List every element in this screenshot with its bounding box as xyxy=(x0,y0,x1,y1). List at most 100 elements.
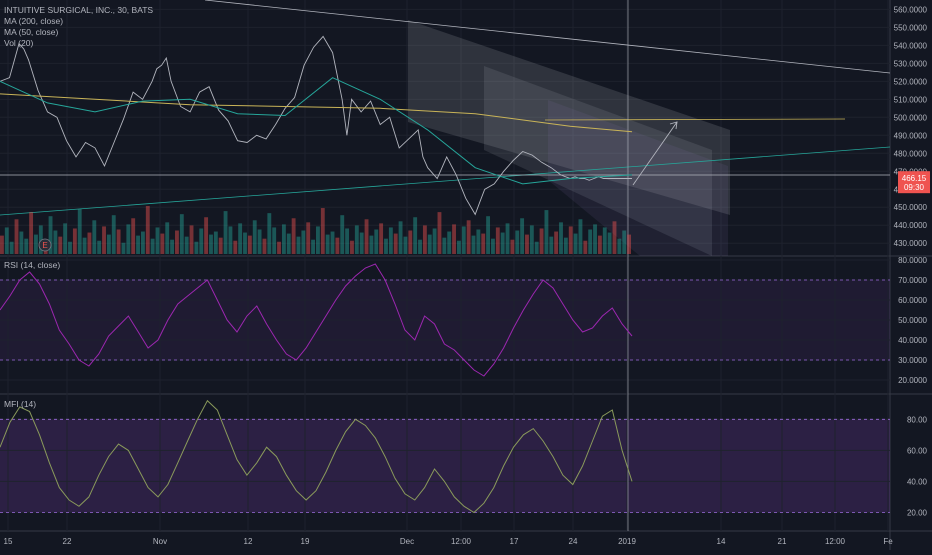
volume-bar xyxy=(427,234,432,254)
volume-bar xyxy=(140,231,145,254)
volume-bar xyxy=(597,235,602,254)
price-tick-label: 540.0000 xyxy=(894,41,928,50)
volume-bar xyxy=(393,233,398,254)
volume-bar xyxy=(53,230,58,254)
volume-bar xyxy=(495,227,500,254)
volume-bar xyxy=(359,232,364,254)
volume-bar xyxy=(520,218,525,254)
volume-bar xyxy=(150,238,155,254)
time-tick-label: 17 xyxy=(510,537,519,546)
volume-bar xyxy=(311,239,315,254)
time-tick-label: 2019 xyxy=(618,537,636,546)
volume-bar xyxy=(165,222,170,254)
chart-title: INTUITIVE SURGICAL, INC., 30, BATS xyxy=(4,5,153,15)
volume-bar xyxy=(14,219,19,254)
volume-bar xyxy=(529,225,534,254)
rsi-tick-label: 20.0000 xyxy=(898,376,927,385)
volume-bar xyxy=(525,234,529,254)
projection-arrow-head xyxy=(669,121,678,130)
volume-bar xyxy=(583,240,588,254)
volume-bar xyxy=(87,232,92,254)
price-tick-label: 500.0000 xyxy=(894,113,928,122)
volume-bar xyxy=(97,240,102,254)
volume-bar xyxy=(374,229,379,254)
volume-bar xyxy=(296,236,301,254)
volume-bar xyxy=(92,220,97,254)
volume-bar xyxy=(330,231,335,254)
volume-bar xyxy=(554,231,559,254)
volume-bar xyxy=(238,223,243,254)
volume-bar xyxy=(204,217,209,254)
ma200-line xyxy=(0,93,633,133)
volume-badge xyxy=(38,238,52,252)
volume-bar xyxy=(267,213,272,254)
time-tick-label: 19 xyxy=(301,537,310,546)
volume-bar xyxy=(106,234,111,254)
rsi-tick-label: 30.0000 xyxy=(898,356,927,365)
volume-bar xyxy=(398,221,403,254)
volume-bar xyxy=(422,225,427,254)
volume-bar xyxy=(325,234,330,254)
volume-bar xyxy=(345,228,350,254)
volume-bar xyxy=(72,228,77,254)
price-tick-label: 480.0000 xyxy=(894,149,928,158)
volume-bar xyxy=(262,238,267,254)
ma50-line xyxy=(0,77,633,185)
volume-bar xyxy=(573,233,578,254)
volume-bar xyxy=(578,219,583,254)
volume-bar xyxy=(29,212,34,254)
volume-bar xyxy=(403,236,408,254)
volume-bar xyxy=(223,211,228,254)
volume-bar xyxy=(306,222,311,254)
volume-bar xyxy=(277,241,281,254)
legend-rsi: RSI (14, close) xyxy=(4,260,60,270)
volume-bar xyxy=(316,226,320,254)
volume-bar xyxy=(286,233,291,254)
volume-bar xyxy=(199,228,204,254)
volume-bar xyxy=(9,241,14,254)
volume-bar xyxy=(189,225,194,254)
volume-bar xyxy=(301,230,306,254)
volume-bar xyxy=(568,226,573,254)
price-tick-label: 550.0000 xyxy=(894,23,928,32)
volume-bar xyxy=(233,240,238,254)
mfi-band xyxy=(0,419,890,513)
volume-bar xyxy=(510,239,515,254)
volume-bar xyxy=(272,227,277,254)
legend-vol: Vol (20) xyxy=(4,38,33,48)
volume-bar xyxy=(505,223,510,254)
bar-countdown-label: 09:30 xyxy=(904,183,925,192)
volume-bar xyxy=(486,216,491,254)
price-tick-label: 440.0000 xyxy=(894,221,928,230)
volume-bar xyxy=(593,224,597,254)
volume-bar xyxy=(442,237,447,254)
price-tick-label: 530.0000 xyxy=(894,59,928,68)
projection-arrow xyxy=(632,121,678,186)
volume-bar xyxy=(24,238,29,254)
volume-bar xyxy=(335,237,340,254)
legend-ma200: MA (200, close) xyxy=(4,16,63,26)
rsi-tick-label: 50.0000 xyxy=(898,316,927,325)
volume-bar xyxy=(160,233,165,254)
price-tick-label: 450.0000 xyxy=(894,203,928,212)
volume-bar xyxy=(121,242,126,254)
last-price-label: 466.15 xyxy=(902,174,927,183)
volume-bar xyxy=(218,237,223,254)
support-trendline xyxy=(0,146,891,216)
volume-bar xyxy=(38,225,43,254)
time-tick-label: Fe xyxy=(883,537,893,546)
volume-bar xyxy=(388,227,393,254)
rsi-line xyxy=(0,263,633,377)
volume-bar xyxy=(456,240,461,254)
volume-bar xyxy=(82,237,87,254)
price-tick-label: 490.0000 xyxy=(894,131,928,140)
volume-bar xyxy=(281,224,286,254)
volume-bar xyxy=(515,230,520,254)
volume-bar xyxy=(184,236,189,254)
time-tick-label: 12:00 xyxy=(451,537,472,546)
volume-bar xyxy=(58,236,63,254)
volume-bar xyxy=(194,241,199,254)
volume-bar xyxy=(209,234,213,254)
